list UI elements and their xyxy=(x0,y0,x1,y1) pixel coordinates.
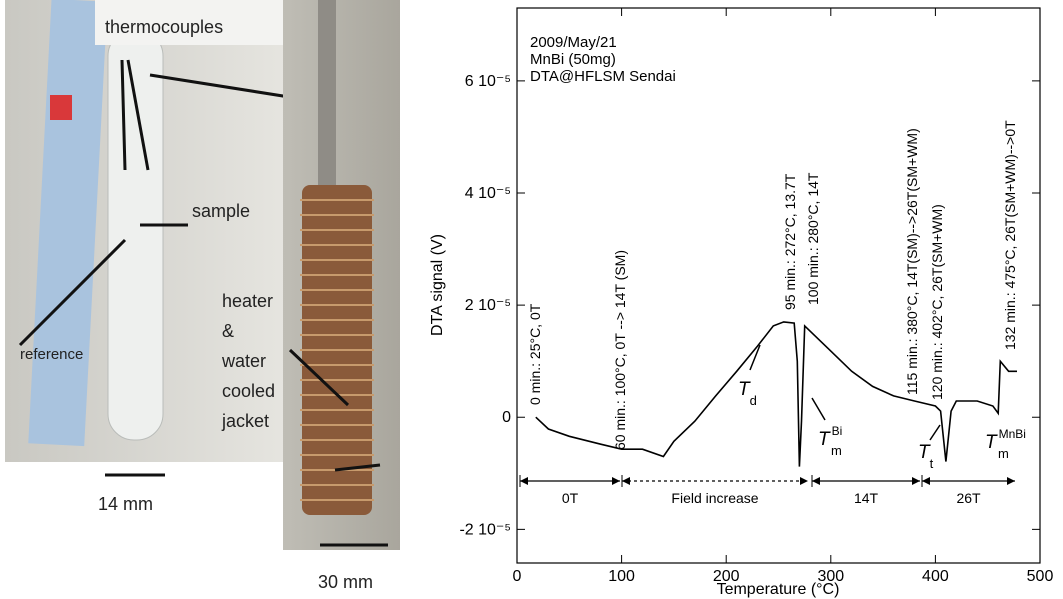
photo-label: 30 mm xyxy=(318,572,373,592)
y-axis-label: DTA signal (V) xyxy=(429,234,446,336)
y-tick-label: 2 10⁻⁵ xyxy=(465,297,511,314)
field-label: 26T xyxy=(956,490,981,506)
x-tick-label: 100 xyxy=(608,568,635,585)
chart-header: 2009/May/21 xyxy=(530,34,617,51)
marker-sup: Bi xyxy=(832,424,843,438)
ruler xyxy=(28,0,108,447)
photo-label: heater xyxy=(222,291,273,311)
annotation: 100 min.: 280°C, 14T xyxy=(805,172,821,305)
y-tick-label: -2 10⁻⁵ xyxy=(459,521,511,538)
annotation: 95 min.: 272°C, 13.7T xyxy=(782,173,798,310)
photo-label: & xyxy=(222,321,234,341)
annotation: 120 min.: 402°C, 26T(SM+WM) xyxy=(929,204,945,400)
field-label: 14T xyxy=(854,490,879,506)
marker-sub: t xyxy=(930,456,934,471)
marker-arrow xyxy=(749,344,761,371)
annotation: 115 min.: 380°C, 14T(SM)-->26T(SM+WM) xyxy=(904,128,920,395)
x-tick-label: 500 xyxy=(1027,568,1054,585)
marker-symbol: T xyxy=(918,442,931,463)
marker-label: T Bi m xyxy=(818,424,842,458)
photo-label: 14 mm xyxy=(98,494,153,514)
field-label: Field increase xyxy=(671,490,758,506)
marker-sub: m xyxy=(831,443,842,458)
x-tick-label: 400 xyxy=(922,568,949,585)
annotation: 0 min.: 25°C, 0T xyxy=(527,303,543,405)
marker-sub: d xyxy=(750,393,757,408)
y-tick-label: 4 10⁻⁵ xyxy=(465,185,511,202)
pointer-arrows xyxy=(18,59,341,477)
marker-symbol: T xyxy=(985,432,998,453)
data-line xyxy=(535,321,1017,467)
marker-sup: MnBi xyxy=(999,427,1026,441)
marker-arrow xyxy=(811,397,826,421)
marker-label: T MnBi m xyxy=(985,427,1026,461)
pointer-arrows xyxy=(288,348,388,547)
photo-left xyxy=(5,0,341,477)
annotation: 132 min.: 475°C, 26T(SM+WM)-->0T xyxy=(1002,120,1018,350)
photo-label: water xyxy=(221,351,266,371)
photo-label: jacket xyxy=(221,411,269,431)
photo-label: sample xyxy=(192,201,250,221)
marker-label: Td xyxy=(738,379,757,408)
ruler-mark xyxy=(50,95,72,120)
tube xyxy=(318,0,336,190)
x-tick-label: 300 xyxy=(817,568,844,585)
marker-sub: m xyxy=(998,446,1009,461)
x-axis-label: Temperature (°C) xyxy=(717,581,840,598)
marker-arrow xyxy=(929,424,941,441)
chart-header: MnBi (50mg) xyxy=(530,51,616,68)
label-box xyxy=(95,0,290,45)
y-tick-label: 6 10⁻⁵ xyxy=(465,73,511,90)
plot-frame xyxy=(516,7,1041,564)
chart-header: DTA@HFLSM Sendai xyxy=(530,68,676,85)
marker-symbol: T xyxy=(738,379,751,400)
annotation: 60 min.: 100°C, 0T --> 14T (SM) xyxy=(612,250,628,450)
marker-symbol: T xyxy=(818,429,831,450)
photo-right xyxy=(283,0,400,550)
photo-label: cooled xyxy=(222,381,275,401)
y-tick-label: 0 xyxy=(502,409,511,426)
field-label: 0T xyxy=(562,490,579,506)
marker-label: Tt xyxy=(918,442,934,471)
x-tick-label: 200 xyxy=(713,568,740,585)
photo-label: reference xyxy=(20,346,83,363)
test-tube xyxy=(107,29,164,441)
x-tick-label: 0 xyxy=(513,568,522,585)
coil-turns xyxy=(300,199,374,501)
photo-label: thermocouples xyxy=(105,17,223,37)
